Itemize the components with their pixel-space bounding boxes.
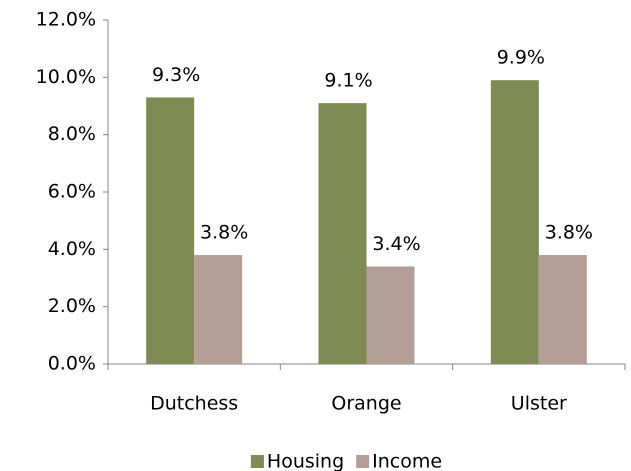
data-label: 9.9% — [497, 47, 545, 69]
y-tick-label: 4.0% — [48, 238, 96, 260]
y-tick-label: 8.0% — [48, 123, 96, 145]
y-tick-label: 2.0% — [48, 295, 96, 317]
legend-label: Housing — [267, 451, 344, 471]
bar — [318, 103, 367, 364]
y-tick-label: 12.0% — [36, 9, 96, 31]
x-tick-label: Ulster — [511, 393, 567, 415]
y-tick-label: 6.0% — [48, 181, 96, 203]
data-label: 9.3% — [152, 64, 200, 86]
legend-label: Income — [372, 451, 442, 471]
y-tick-label: 0.0% — [48, 353, 96, 375]
data-label: 3.8% — [200, 222, 248, 244]
data-label: 9.1% — [324, 70, 372, 92]
bar — [490, 80, 539, 364]
legend-swatch — [250, 455, 264, 468]
bar — [194, 255, 243, 364]
bar — [366, 266, 415, 364]
legend-swatch — [356, 455, 370, 468]
y-tick-label: 10.0% — [36, 66, 96, 88]
bar — [146, 97, 195, 365]
x-tick-label: Dutchess — [150, 393, 238, 415]
data-label: 3.8% — [545, 222, 593, 244]
bar — [538, 255, 587, 364]
x-tick-label: Orange — [331, 393, 401, 415]
data-label: 3.4% — [372, 233, 420, 255]
